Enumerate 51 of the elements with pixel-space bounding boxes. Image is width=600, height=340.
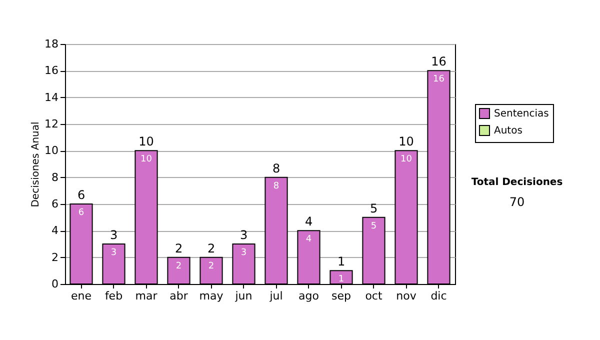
y-tick-label: 6 [52, 198, 58, 210]
data-label: 1 [338, 274, 344, 285]
x-tick-label: nov [396, 290, 417, 302]
total-label: 6 [77, 188, 86, 202]
y-axis-title: Decisiones Anual [30, 122, 42, 208]
data-label: 2 [176, 261, 182, 272]
total-label: 2 [174, 241, 183, 256]
data-label: 3 [110, 248, 117, 258]
x-tick-label: mar [135, 290, 158, 302]
text: 70 [509, 195, 525, 209]
legend-label: Sentencias [494, 108, 549, 120]
data-label: 2 [208, 261, 214, 272]
total-label: 1 [337, 254, 346, 269]
data-label: 5 [370, 221, 377, 232]
total-label: 8 [272, 161, 280, 176]
y-tick-label: 14 [44, 90, 58, 104]
data-label: 6 [78, 208, 84, 218]
y-tick-label: 18 [44, 38, 58, 50]
x-tick-label: jul [268, 290, 283, 302]
x-tick-label: abr [170, 290, 188, 302]
y-tick-label: 0 [52, 278, 58, 290]
total-label: 3 [110, 228, 118, 242]
y-tick-label: 4 [52, 224, 58, 238]
y-tick-label: 8 [52, 170, 58, 184]
data-label: 4 [306, 234, 312, 245]
y-tick-label: 10 [44, 144, 58, 158]
data-label: 8 [273, 181, 280, 192]
total-label: 10 [398, 134, 414, 149]
total-label: 16 [431, 54, 446, 69]
y-tick-label: 2 [52, 250, 58, 264]
legend-label: Autos [494, 126, 522, 136]
y-tick-label: 12 [44, 118, 58, 130]
data-label: 3 [240, 248, 247, 258]
y-tick-label: 16 [44, 64, 58, 78]
data-label: 10 [400, 154, 412, 165]
total-label: 4 [304, 214, 313, 229]
total-label: 3 [240, 228, 248, 242]
x-tick-label: jun [234, 290, 252, 302]
x-tick-label: may [199, 290, 224, 302]
text: Total Decisiones [471, 177, 563, 188]
total-label: 10 [138, 134, 154, 149]
total-label: 2 [207, 241, 216, 256]
data-label: 16 [433, 74, 445, 85]
total-label: 5 [370, 201, 378, 216]
x-tick-label: sep [332, 290, 352, 302]
x-tick-label: feb [104, 290, 123, 302]
x-tick-label: oct [365, 290, 383, 302]
x-tick-label: dic [430, 290, 447, 302]
x-tick-label: ene [70, 290, 92, 302]
data-label: 10 [140, 154, 152, 165]
x-tick-label: ago [298, 290, 320, 302]
